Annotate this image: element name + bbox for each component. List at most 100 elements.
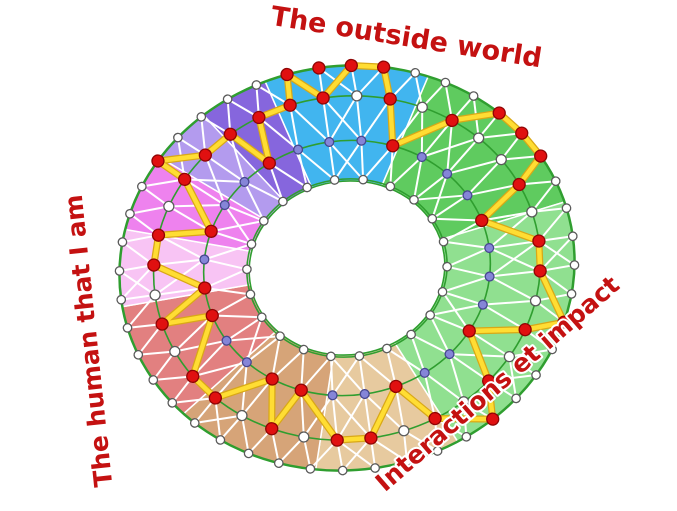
third-ring-node[interactable] xyxy=(419,367,430,378)
second-ring-node[interactable] xyxy=(473,132,485,144)
third-ring-node[interactable] xyxy=(293,144,304,155)
outer-ring-node[interactable] xyxy=(114,266,125,276)
inner-ring-node[interactable] xyxy=(326,351,336,362)
inner-ring-node[interactable] xyxy=(354,351,365,361)
second-ring-node[interactable] xyxy=(298,431,310,443)
third-ring-node[interactable] xyxy=(462,190,473,201)
outer-ring-node[interactable] xyxy=(511,393,521,404)
red-node[interactable] xyxy=(428,411,442,426)
third-ring-node[interactable] xyxy=(241,357,252,368)
red-node[interactable] xyxy=(344,58,359,73)
outer-ring-node[interactable] xyxy=(566,289,577,299)
outer-ring-node[interactable] xyxy=(116,294,127,305)
red-node[interactable] xyxy=(283,98,297,112)
third-ring-node[interactable] xyxy=(327,390,338,401)
inner-ring-node[interactable] xyxy=(275,331,285,342)
inner-ring-node[interactable] xyxy=(406,329,416,340)
red-node[interactable] xyxy=(376,60,391,74)
outer-ring-node[interactable] xyxy=(410,68,421,78)
red-node[interactable] xyxy=(389,379,403,394)
outer-ring-node[interactable] xyxy=(117,237,128,247)
outer-ring-node[interactable] xyxy=(122,323,133,333)
second-ring-node[interactable] xyxy=(351,90,363,102)
second-ring-node[interactable] xyxy=(236,409,248,422)
second-ring-node[interactable] xyxy=(398,425,410,437)
red-node[interactable] xyxy=(265,422,279,436)
third-ring-node[interactable] xyxy=(416,151,427,163)
second-ring-node[interactable] xyxy=(458,396,470,408)
outer-ring-node[interactable] xyxy=(569,260,580,270)
third-ring-node[interactable] xyxy=(484,242,495,254)
red-node[interactable] xyxy=(198,281,212,295)
second-ring-node[interactable] xyxy=(503,350,516,363)
third-ring-node[interactable] xyxy=(359,388,370,400)
red-node[interactable] xyxy=(155,317,169,331)
third-ring-node[interactable] xyxy=(477,299,488,310)
inner-ring-node[interactable] xyxy=(246,239,257,249)
third-ring-node[interactable] xyxy=(239,176,250,187)
outer-ring-node[interactable] xyxy=(167,397,178,408)
inner-ring-node[interactable] xyxy=(302,182,312,193)
second-ring-node[interactable] xyxy=(149,289,161,301)
inner-ring-node[interactable] xyxy=(242,264,252,275)
outer-ring-node[interactable] xyxy=(125,208,135,219)
outer-ring-node[interactable] xyxy=(531,370,541,380)
red-node[interactable] xyxy=(445,113,459,128)
outer-ring-node[interactable] xyxy=(251,80,262,90)
red-node[interactable] xyxy=(198,148,213,162)
red-node[interactable] xyxy=(262,156,277,170)
red-node[interactable] xyxy=(462,324,476,338)
inner-ring-node[interactable] xyxy=(427,213,438,224)
red-node[interactable] xyxy=(515,126,529,140)
red-node[interactable] xyxy=(186,369,200,384)
outer-ring-node[interactable] xyxy=(137,181,147,192)
outer-ring-node[interactable] xyxy=(189,418,200,428)
red-node[interactable] xyxy=(205,308,219,323)
red-node[interactable] xyxy=(151,154,165,168)
red-node[interactable] xyxy=(330,433,344,447)
inner-ring-node[interactable] xyxy=(298,344,309,355)
inner-ring-node[interactable] xyxy=(409,194,419,205)
red-node[interactable] xyxy=(557,315,571,329)
third-ring-node[interactable] xyxy=(444,349,455,360)
red-node[interactable] xyxy=(223,127,238,141)
inner-ring-node[interactable] xyxy=(278,196,288,207)
red-node[interactable] xyxy=(518,323,532,337)
third-ring-node[interactable] xyxy=(221,335,232,346)
red-node[interactable] xyxy=(204,224,218,239)
third-ring-node[interactable] xyxy=(484,271,495,282)
outer-ring-node[interactable] xyxy=(222,94,233,105)
red-node[interactable] xyxy=(486,412,500,426)
outer-ring-node[interactable] xyxy=(196,112,207,122)
red-node[interactable] xyxy=(280,67,294,82)
third-ring-node[interactable] xyxy=(356,135,367,146)
outer-ring-node[interactable] xyxy=(370,463,380,473)
red-node[interactable] xyxy=(383,92,397,106)
outer-ring-node[interactable] xyxy=(337,465,348,476)
outer-ring-node[interactable] xyxy=(547,344,557,355)
red-node[interactable] xyxy=(177,172,192,187)
third-ring-node[interactable] xyxy=(199,254,210,265)
red-node[interactable] xyxy=(492,106,506,120)
red-node[interactable] xyxy=(252,110,266,125)
red-node[interactable] xyxy=(147,258,161,272)
inner-ring-node[interactable] xyxy=(358,174,368,185)
outer-ring-node[interactable] xyxy=(432,446,443,456)
red-node[interactable] xyxy=(512,177,526,192)
inner-ring-node[interactable] xyxy=(425,310,436,320)
second-ring-node[interactable] xyxy=(495,153,507,166)
outer-ring-node[interactable] xyxy=(133,349,144,360)
red-node[interactable] xyxy=(533,264,547,278)
outer-ring-node[interactable] xyxy=(243,448,254,459)
second-ring-node[interactable] xyxy=(416,101,428,113)
outer-ring-node[interactable] xyxy=(468,91,479,101)
inner-ring-node[interactable] xyxy=(258,216,269,226)
outer-ring-node[interactable] xyxy=(461,431,472,442)
red-node[interactable] xyxy=(316,91,330,105)
outer-ring-node[interactable] xyxy=(550,176,561,187)
outer-ring-node[interactable] xyxy=(273,458,284,468)
red-node[interactable] xyxy=(534,149,548,163)
inner-ring-node[interactable] xyxy=(438,236,449,247)
inner-ring-node[interactable] xyxy=(442,261,452,272)
inner-ring-node[interactable] xyxy=(437,287,448,297)
